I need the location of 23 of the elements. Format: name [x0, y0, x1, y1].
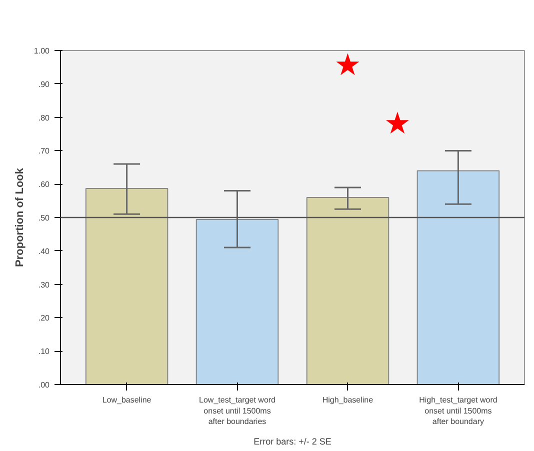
annotation: ★: [334, 48, 362, 84]
x-tick-label: High_baseline: [322, 396, 374, 404]
y-tick-label: .90: [38, 80, 50, 89]
annotation: ★: [384, 106, 411, 142]
y-tick-label: .60: [38, 180, 50, 190]
bar: [306, 196, 390, 384]
y-tick-label: .10: [38, 347, 50, 356]
y-tick-label: 1.00: [34, 46, 50, 56]
y-tick-label: .70: [38, 146, 50, 156]
y-tick-label: .00: [38, 380, 50, 390]
bar: [196, 219, 279, 384]
text: Error bars: +/- 2 SE: [254, 436, 332, 446]
bar: [416, 170, 500, 384]
y-tick-label: .30: [38, 280, 50, 290]
x-tick-label: Low_baseline: [102, 396, 152, 404]
y-tick-label: .80: [38, 113, 50, 122]
y-tick-label: .40: [38, 246, 50, 256]
y-tick-label: .50: [38, 214, 50, 222]
y-axis-title: Proportion of Look: [14, 167, 26, 267]
x-tick-label: High_test_target word onset until 1500ms after boundary: [419, 396, 498, 426]
x-tick-label: Low_test_target word onset until 1500ms after boundaries: [199, 396, 276, 426]
bar: [85, 188, 168, 384]
y-tick-label: .20: [38, 314, 50, 323]
